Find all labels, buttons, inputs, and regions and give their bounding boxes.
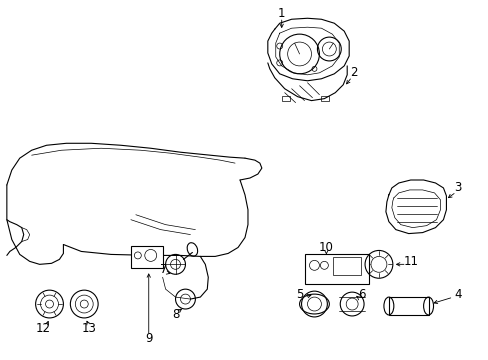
Bar — [321, 96, 328, 100]
Bar — [131, 247, 163, 268]
Text: 13: 13 — [81, 322, 97, 336]
Text: 11: 11 — [403, 255, 417, 268]
Text: 12: 12 — [36, 322, 51, 336]
Text: 6: 6 — [358, 288, 365, 301]
Text: 10: 10 — [318, 241, 333, 254]
Bar — [304, 255, 368, 284]
Text: 5: 5 — [295, 288, 303, 301]
Text: 3: 3 — [454, 181, 461, 194]
Text: 2: 2 — [350, 66, 357, 79]
Text: 9: 9 — [145, 332, 152, 345]
Text: 1: 1 — [277, 7, 285, 20]
Bar — [388, 297, 427, 315]
Bar — [333, 257, 360, 275]
Bar — [281, 96, 289, 100]
Text: 4: 4 — [454, 288, 461, 301]
Text: 8: 8 — [171, 309, 179, 321]
Text: 7: 7 — [160, 263, 167, 276]
